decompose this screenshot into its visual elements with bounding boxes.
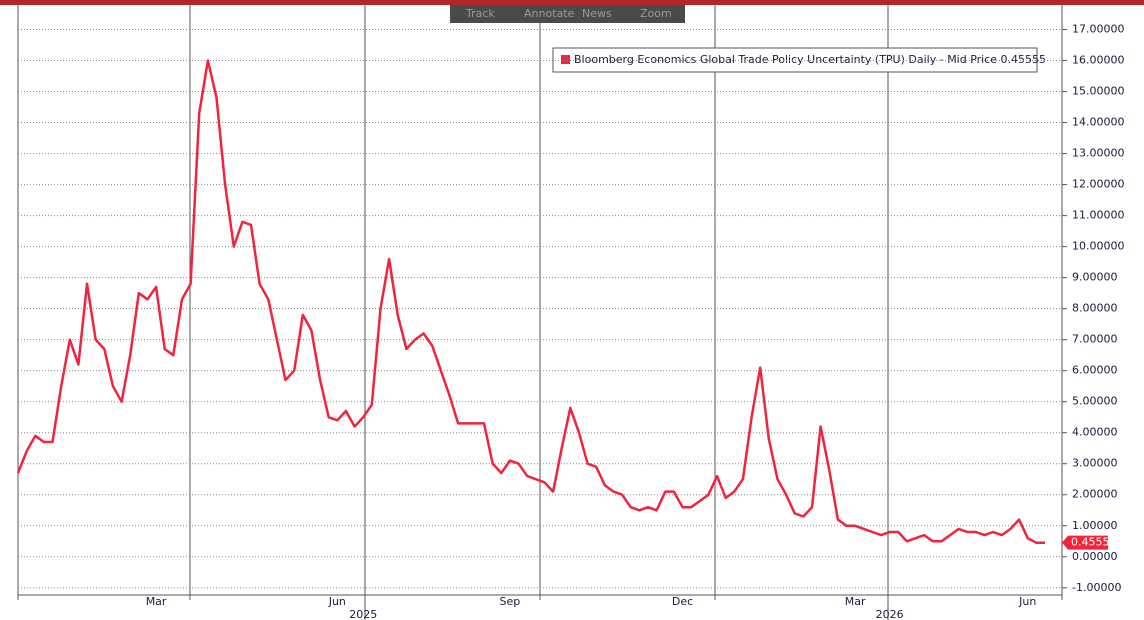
y-tick-label: 12.00000 <box>1072 178 1125 191</box>
y-tick-label: 13.00000 <box>1072 147 1125 160</box>
y-tick-label: 11.00000 <box>1072 209 1125 222</box>
y-tick-label: 2.00000 <box>1072 488 1118 501</box>
x-tick-label: Mar <box>845 595 866 608</box>
x-tick-label: Mar <box>146 595 167 608</box>
y-tick-label: 1.00000 <box>1072 519 1118 532</box>
x-tick-label: Dec <box>672 595 693 608</box>
legend-label: Bloomberg Economics Global Trade Policy … <box>574 53 1046 66</box>
top-bar <box>0 0 1144 5</box>
last-value-label: 0.45555 <box>1071 536 1117 549</box>
y-tick-label: 3.00000 <box>1072 457 1118 470</box>
period-dividers <box>189 5 889 620</box>
y-tick-label: 0.00000 <box>1072 550 1118 563</box>
y-tick-label: 4.00000 <box>1072 426 1118 439</box>
legend <box>552 47 1038 73</box>
y-tick-label: 8.00000 <box>1072 302 1118 315</box>
last-value-marker <box>1062 535 1108 550</box>
y-tick-label: 15.00000 <box>1072 85 1125 98</box>
x-tick-label: Jun <box>1018 595 1036 608</box>
y-tick-label: 6.00000 <box>1072 364 1118 377</box>
year-label: 2026 <box>876 608 904 620</box>
x-tick-label: Jun <box>328 595 346 608</box>
toolbar-button[interactable]: Annotate <box>524 7 575 20</box>
year-label: 2025 <box>349 608 377 620</box>
y-tick-label: -1.00000 <box>1072 581 1121 594</box>
y-tick-label: 10.00000 <box>1072 240 1125 253</box>
toolbar <box>450 5 685 23</box>
y-tick-label: 14.00000 <box>1072 116 1125 129</box>
y-tick-label: 5.00000 <box>1072 395 1118 408</box>
x-tick-label: Sep <box>500 595 521 608</box>
y-tick-label: 7.00000 <box>1072 333 1118 346</box>
y-tick-label: 9.00000 <box>1072 271 1118 284</box>
toolbar-button[interactable]: Track <box>465 7 495 20</box>
y-tick-label: 16.00000 <box>1072 54 1125 67</box>
series-line <box>16 59 1046 545</box>
y-tick-label: 17.00000 <box>1072 23 1125 36</box>
toolbar-button[interactable]: News <box>582 7 612 20</box>
toolbar-button[interactable]: Zoom <box>640 7 672 20</box>
legend-swatch <box>561 55 570 64</box>
